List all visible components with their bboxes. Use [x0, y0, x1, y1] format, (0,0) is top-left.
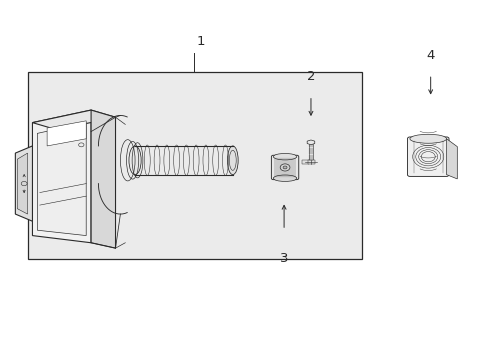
Polygon shape — [446, 139, 457, 179]
Polygon shape — [307, 140, 315, 145]
Text: 2: 2 — [307, 70, 315, 83]
FancyBboxPatch shape — [408, 137, 449, 176]
Bar — [308, 160, 315, 164]
Polygon shape — [32, 110, 116, 130]
Polygon shape — [47, 121, 86, 146]
FancyBboxPatch shape — [271, 155, 299, 180]
Ellipse shape — [129, 146, 141, 175]
Bar — [27, 72, 362, 259]
Circle shape — [280, 164, 290, 171]
Text: 1: 1 — [197, 35, 205, 48]
Text: 3: 3 — [280, 252, 288, 265]
Ellipse shape — [273, 175, 297, 181]
Bar — [302, 160, 309, 164]
Polygon shape — [91, 110, 116, 248]
Polygon shape — [37, 123, 86, 235]
Ellipse shape — [227, 146, 238, 175]
Polygon shape — [15, 146, 32, 221]
Ellipse shape — [410, 134, 446, 143]
Bar — [309, 144, 314, 160]
Circle shape — [283, 166, 287, 169]
Text: 4: 4 — [426, 49, 435, 62]
Polygon shape — [32, 110, 91, 243]
Polygon shape — [17, 153, 27, 214]
Ellipse shape — [273, 153, 297, 160]
